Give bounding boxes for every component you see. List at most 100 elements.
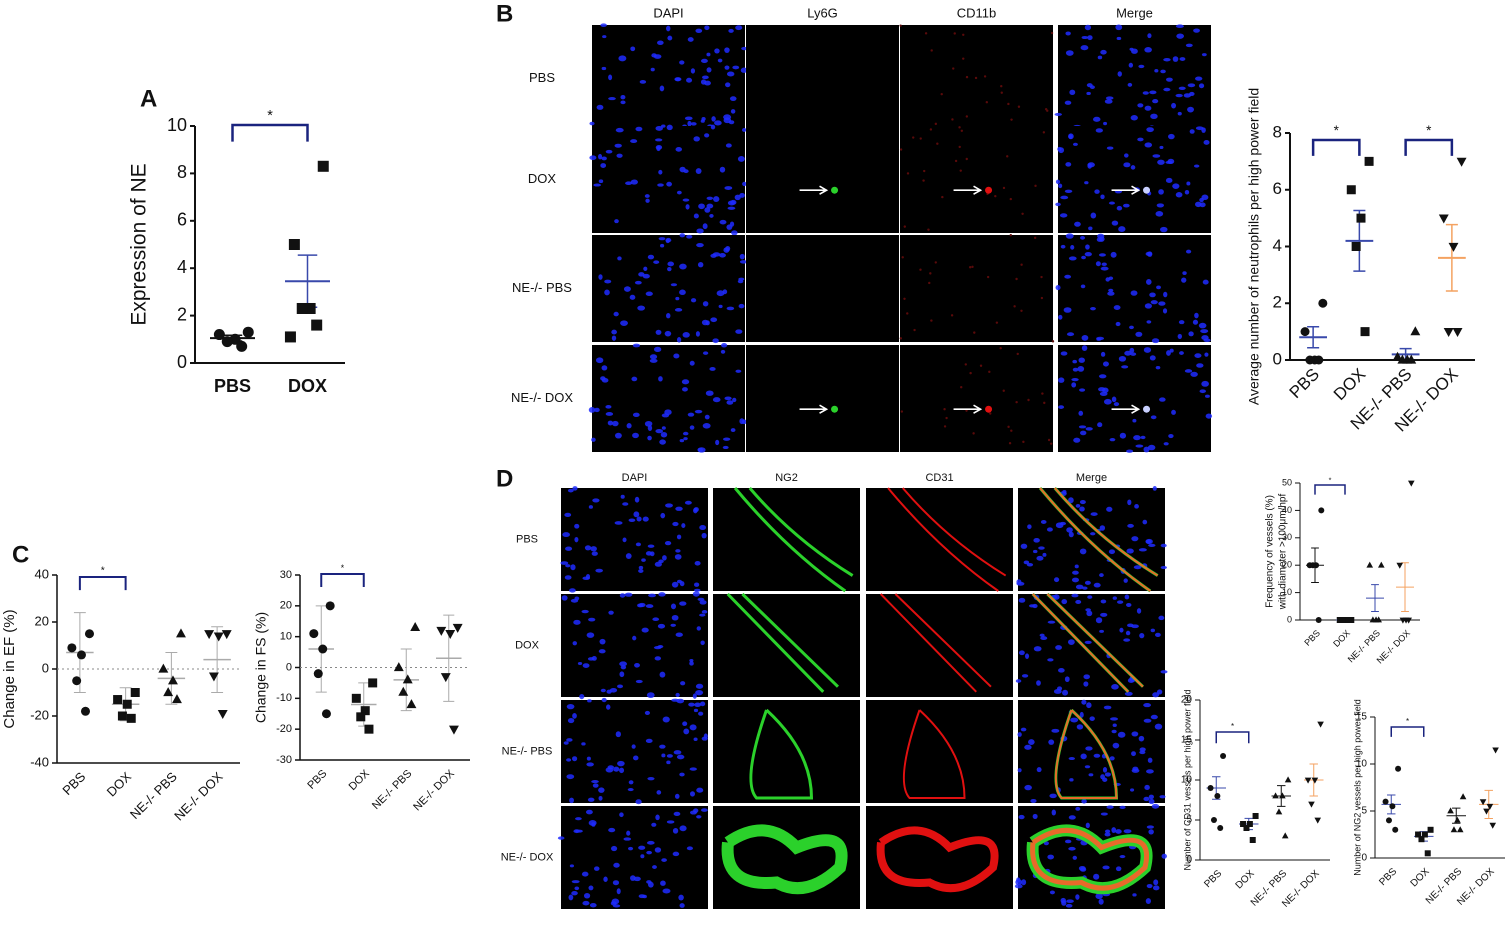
nucleus	[670, 603, 677, 610]
y-tick-label: 8	[1273, 122, 1282, 141]
nucleus	[694, 588, 701, 592]
nucleus	[1075, 806, 1081, 811]
speck	[1043, 401, 1046, 405]
nucleus	[655, 814, 660, 821]
nucleus	[1149, 292, 1156, 298]
nucleus	[1055, 202, 1061, 207]
nucleus	[1146, 825, 1155, 829]
nucleus	[618, 55, 627, 62]
nucleus	[728, 28, 734, 33]
data-point	[393, 662, 404, 672]
speck	[974, 76, 978, 80]
channel-label: NG2	[775, 472, 798, 484]
vessel	[749, 708, 814, 800]
speck	[969, 371, 972, 375]
data-point	[1220, 753, 1227, 759]
data-point	[1309, 562, 1316, 569]
speck	[922, 179, 925, 182]
speck	[1007, 425, 1010, 429]
nucleus	[1111, 220, 1119, 226]
nucleus	[704, 80, 711, 86]
nucleus	[1036, 767, 1042, 773]
nucleus	[1071, 577, 1080, 583]
nucleus	[1062, 689, 1069, 696]
y-axis-label: Average number of neutrophils per high p…	[1246, 88, 1262, 405]
nucleus	[1143, 347, 1152, 353]
nucleus	[1126, 548, 1134, 554]
nucleus	[1163, 291, 1168, 298]
significance-label: *	[1406, 717, 1409, 726]
nucleus	[1123, 638, 1131, 642]
nucleus	[1201, 53, 1207, 57]
data-point	[1399, 617, 1407, 624]
nucleus	[653, 346, 662, 353]
nucleus	[1100, 812, 1108, 816]
nucleus	[1139, 633, 1145, 639]
nucleus	[587, 699, 592, 703]
data-point	[1279, 792, 1286, 799]
nucleus	[1103, 705, 1112, 710]
nucleus	[1066, 527, 1073, 533]
nucleus	[591, 780, 599, 784]
nucleus	[723, 247, 730, 253]
nucleus	[1071, 593, 1079, 598]
nucleus	[626, 423, 632, 429]
data-point	[122, 699, 132, 709]
micrograph	[866, 594, 1013, 697]
nucleus	[1093, 582, 1101, 588]
cell	[1143, 405, 1151, 413]
nucleus	[617, 684, 624, 689]
nucleus	[702, 223, 708, 230]
speck	[958, 145, 961, 149]
nucleus	[1151, 803, 1160, 809]
nucleus	[582, 900, 590, 906]
nucleus	[1098, 387, 1106, 392]
nucleus	[1144, 105, 1152, 111]
nucleus	[704, 207, 711, 213]
speck	[953, 32, 956, 35]
nucleus	[703, 733, 708, 739]
y-tick-label: 4	[1273, 236, 1282, 255]
x-tick-label: DOX	[288, 376, 327, 396]
nucleus	[1124, 153, 1129, 158]
nucleus	[1072, 359, 1078, 364]
data-point	[1275, 808, 1283, 815]
micrograph	[713, 594, 860, 697]
micrograph	[1058, 235, 1211, 342]
nucleus	[1084, 765, 1091, 769]
nucleus	[672, 521, 679, 527]
nucleus	[1143, 796, 1150, 802]
nucleus	[1147, 757, 1153, 763]
speck	[1009, 197, 1013, 201]
nucleus	[1027, 524, 1032, 530]
nucleus	[613, 311, 619, 317]
nucleus	[1195, 76, 1203, 81]
nucleus	[1039, 633, 1045, 637]
data-point	[1304, 777, 1312, 784]
speck	[1015, 400, 1018, 404]
y-tick-label: 0	[1361, 853, 1367, 864]
y-axis-label: Number of CD31 vessels per high power fi…	[1182, 689, 1192, 870]
data-point	[356, 712, 366, 722]
nucleus	[1018, 814, 1025, 820]
nucleus	[1152, 692, 1160, 698]
nucleus	[700, 58, 708, 63]
nucleus	[566, 758, 572, 762]
nucleus	[641, 627, 649, 633]
nucleus	[712, 252, 721, 257]
data-point	[158, 663, 169, 673]
speck	[903, 297, 906, 301]
nucleus	[1079, 506, 1085, 512]
speck	[968, 266, 972, 269]
nucleus	[1166, 77, 1173, 82]
nucleus	[565, 546, 573, 551]
nucleus	[1130, 165, 1136, 170]
data-point	[1339, 617, 1346, 623]
speck	[1007, 102, 1010, 106]
y-tick-label: 20	[1181, 695, 1193, 706]
data-point	[1492, 747, 1499, 754]
nucleus	[705, 390, 714, 396]
data-point	[1438, 214, 1449, 224]
nucleus	[1127, 623, 1134, 628]
nucleus	[598, 649, 606, 654]
